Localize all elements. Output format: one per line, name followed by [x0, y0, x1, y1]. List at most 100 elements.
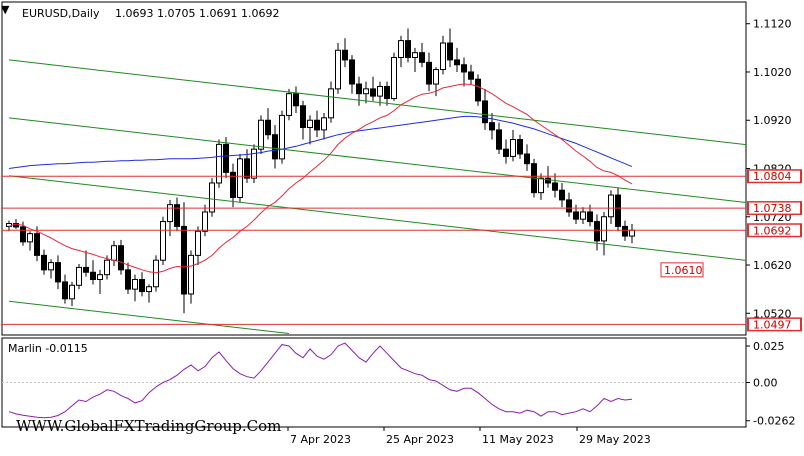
osc-tick-label: 0.00: [753, 377, 778, 390]
candle[interactable]: [97, 269, 103, 294]
channel-line-3[interactable]: [8, 175, 804, 277]
candle[interactable]: [300, 100, 306, 140]
candle[interactable]: [412, 47, 418, 72]
candle[interactable]: [405, 28, 411, 63]
candle[interactable]: [160, 216, 166, 266]
candle-body-bear: [482, 100, 488, 124]
candle[interactable]: [181, 202, 187, 314]
candle-body-bull: [398, 40, 404, 58]
channel-line-4[interactable]: [8, 300, 290, 335]
candle-body-bull: [97, 274, 103, 281]
candle[interactable]: [370, 76, 376, 101]
channel-line-2[interactable]: [8, 117, 804, 219]
candle[interactable]: [594, 214, 600, 251]
candle-body-bull: [307, 119, 313, 128]
level-label-text: 1.0738: [753, 202, 792, 215]
candle[interactable]: [461, 57, 467, 87]
candle[interactable]: [503, 139, 509, 164]
candle[interactable]: [188, 250, 194, 304]
candle[interactable]: [223, 137, 229, 179]
candle[interactable]: [293, 86, 299, 113]
candle-body-bear: [293, 93, 299, 107]
dropdown-triangle-icon[interactable]: ▼: [1, 3, 10, 16]
candle[interactable]: [384, 81, 390, 106]
channel-line-1[interactable]: [8, 59, 804, 161]
candle[interactable]: [398, 35, 404, 68]
candle-body-bull: [510, 139, 516, 157]
candle-body-bull: [69, 284, 75, 300]
candle[interactable]: [468, 64, 474, 85]
candle[interactable]: [202, 204, 208, 237]
candle[interactable]: [510, 129, 516, 162]
candle[interactable]: [608, 190, 614, 224]
candle[interactable]: [566, 192, 572, 217]
candle[interactable]: [174, 197, 180, 232]
candle[interactable]: [601, 211, 607, 256]
candle[interactable]: [391, 52, 397, 101]
candle[interactable]: [209, 178, 215, 217]
candle[interactable]: [41, 249, 47, 275]
candle[interactable]: [377, 81, 383, 106]
candle[interactable]: [363, 81, 369, 104]
candle[interactable]: [615, 187, 621, 232]
candle[interactable]: [489, 113, 495, 140]
candle[interactable]: [545, 166, 551, 188]
candle-body-bear: [468, 71, 474, 80]
candle[interactable]: [440, 35, 446, 75]
candle[interactable]: [27, 231, 33, 251]
candle[interactable]: [251, 144, 257, 183]
candle[interactable]: [496, 122, 502, 155]
candle[interactable]: [62, 274, 68, 304]
candle[interactable]: [76, 264, 82, 290]
candle[interactable]: [552, 173, 558, 198]
candle[interactable]: [559, 182, 565, 208]
candle[interactable]: [55, 255, 61, 290]
candle[interactable]: [104, 255, 110, 280]
candle-body-bull: [48, 262, 54, 271]
candle[interactable]: [349, 55, 355, 94]
candle[interactable]: [447, 28, 453, 68]
candle[interactable]: [265, 108, 271, 140]
candle[interactable]: [230, 163, 236, 208]
candle[interactable]: [34, 226, 40, 262]
candle[interactable]: [335, 43, 341, 94]
candle[interactable]: [279, 110, 285, 164]
candle[interactable]: [237, 154, 243, 203]
candle[interactable]: [321, 113, 327, 140]
candle[interactable]: [538, 173, 544, 200]
candle[interactable]: [272, 125, 278, 169]
candle[interactable]: [83, 250, 89, 277]
indicator-plot-area[interactable]: [1, 337, 747, 428]
candle[interactable]: [524, 144, 530, 171]
main-plot-area[interactable]: [1, 1, 747, 336]
candle[interactable]: [580, 207, 586, 224]
candle[interactable]: [90, 260, 96, 285]
level-label-text: 1.0692: [753, 224, 792, 237]
candle[interactable]: [153, 255, 159, 292]
candle[interactable]: [328, 81, 334, 123]
candle[interactable]: [69, 281, 75, 307]
candle-body-bear: [272, 134, 278, 160]
candle[interactable]: [454, 47, 460, 72]
candle[interactable]: [286, 88, 292, 121]
candle[interactable]: [419, 43, 425, 68]
candle[interactable]: [125, 262, 131, 294]
candle[interactable]: [258, 115, 264, 155]
candle[interactable]: [307, 115, 313, 145]
candle[interactable]: [482, 88, 488, 130]
candle[interactable]: [118, 239, 124, 275]
candle[interactable]: [517, 134, 523, 159]
candle[interactable]: [356, 76, 362, 106]
candle[interactable]: [342, 38, 348, 68]
candle[interactable]: [132, 274, 138, 302]
candle[interactable]: [216, 139, 222, 188]
candle[interactable]: [314, 110, 320, 138]
candle-body-bear: [405, 40, 411, 58]
candle[interactable]: [475, 74, 481, 106]
candle[interactable]: [195, 226, 201, 266]
candle[interactable]: [139, 272, 145, 297]
candle[interactable]: [48, 259, 54, 279]
candle[interactable]: [426, 52, 432, 92]
candle[interactable]: [146, 284, 152, 303]
